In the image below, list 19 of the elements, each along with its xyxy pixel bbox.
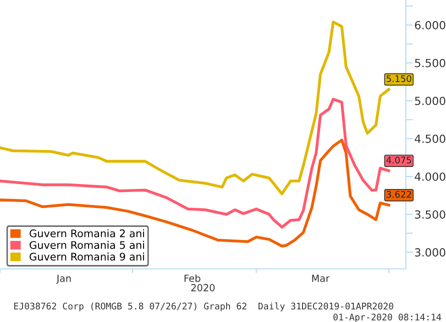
y-tick-label: 4.000 — [414, 172, 446, 181]
text: EJ038762 Corp (ROMGB 5.8 07/26/27) Graph 62 Daily 31DEC2019-01APR2020 — [14, 302, 394, 312]
y-tick-label: 5.500 — [415, 58, 446, 68]
data-label: 4.075 — [386, 156, 412, 164]
data-label: 3.622 — [386, 190, 411, 198]
legend-label: Guvern Romania 5 ani — [30, 240, 144, 249]
y-tick-label: 5.000 — [415, 96, 446, 106]
y-tick-label: 3.000 — [415, 248, 446, 257]
legend-label: Guvern Romania 2 ani — [30, 229, 144, 238]
data-label: 5.150 — [386, 75, 412, 82]
y-tick-label: 6.000 — [414, 20, 446, 30]
x-tick-label: Mar — [312, 274, 330, 282]
legend-label: Guvern Romania 9 ani — [30, 252, 144, 261]
x-tick-label: Feb — [184, 274, 200, 282]
x-axis-title: 2020 — [191, 284, 215, 292]
y-tick-label: 3.500 — [415, 210, 446, 219]
x-tick-label: Jan — [56, 274, 71, 284]
y-tick-label: 4.500 — [414, 134, 446, 143]
text: 01-Apr-2020 08:14:14 — [333, 314, 442, 322]
